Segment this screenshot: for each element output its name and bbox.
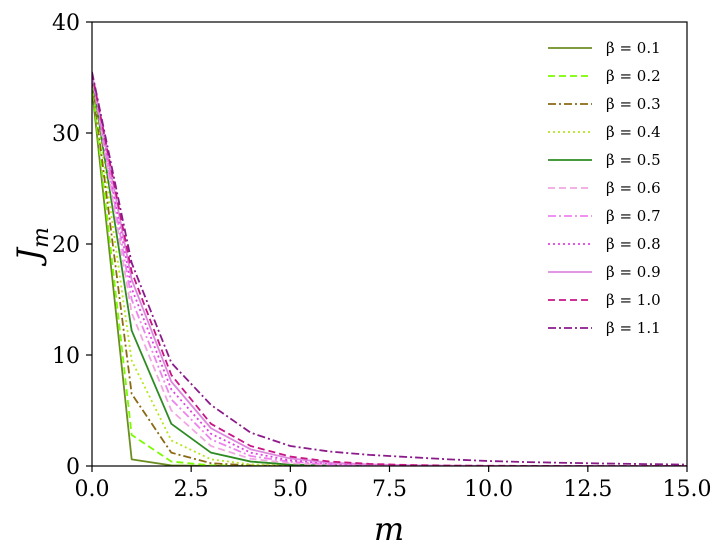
series-layer: [92, 71, 687, 466]
x-tick-label: 2.5: [174, 477, 209, 502]
series-line-1: [92, 88, 687, 466]
legend-label-10: β = 1.0: [606, 291, 661, 309]
ticks-layer: 0.0 2.5 5.0 7.5 10.0 12.5 15.0 0 10 20 30 40: [52, 11, 711, 502]
series-line-9: [92, 73, 687, 466]
legend-label-8: β = 0.8: [606, 235, 661, 253]
y-tick-label: 0: [66, 455, 80, 480]
y-axis-label-sub: m: [29, 227, 54, 248]
y-axis-label: Jm: [10, 227, 54, 267]
legend-label-2: β = 0.2: [606, 67, 661, 85]
series-line-11: [92, 71, 687, 466]
x-tick-label: 5.0: [273, 477, 308, 502]
series-line-5: [92, 76, 687, 466]
x-tick-label: 12.5: [563, 477, 612, 502]
series-line-8: [92, 74, 687, 466]
legend-label-6: β = 0.6: [606, 179, 661, 197]
series-line-3: [92, 79, 687, 466]
legend-label-4: β = 0.4: [606, 123, 661, 141]
svg-text:Jm: Jm: [10, 227, 54, 267]
x-axis-label: m: [374, 510, 404, 548]
legend-label-11: β = 1.1: [606, 319, 661, 337]
x-tick-label: 0.0: [75, 477, 110, 502]
y-tick-label: 40: [52, 11, 80, 36]
series-line-2: [92, 82, 687, 466]
y-tick-label: 10: [52, 344, 80, 369]
y-tick-label: 20: [52, 233, 80, 258]
legend-label-3: β = 0.3: [606, 95, 661, 113]
legend-label-5: β = 0.5: [606, 151, 661, 169]
legend-label-7: β = 0.7: [606, 207, 661, 225]
x-tick-label: 15.0: [663, 477, 712, 502]
x-tick-label: 7.5: [372, 477, 407, 502]
legend-label-1: β = 0.1: [606, 39, 661, 57]
legend-label-9: β = 0.9: [606, 263, 661, 281]
y-axis-label-main: J: [10, 246, 48, 267]
x-tick-label: 10.0: [464, 477, 513, 502]
legend: β = 0.1 β = 0.2 β = 0.3 β = 0.4 β = 0.5 β = 0…: [548, 39, 661, 337]
series-line-6: [92, 75, 687, 466]
y-tick-label: 30: [52, 122, 80, 147]
series-line-7: [92, 75, 687, 466]
series-line-4: [92, 77, 687, 466]
series-line-10: [92, 72, 687, 466]
